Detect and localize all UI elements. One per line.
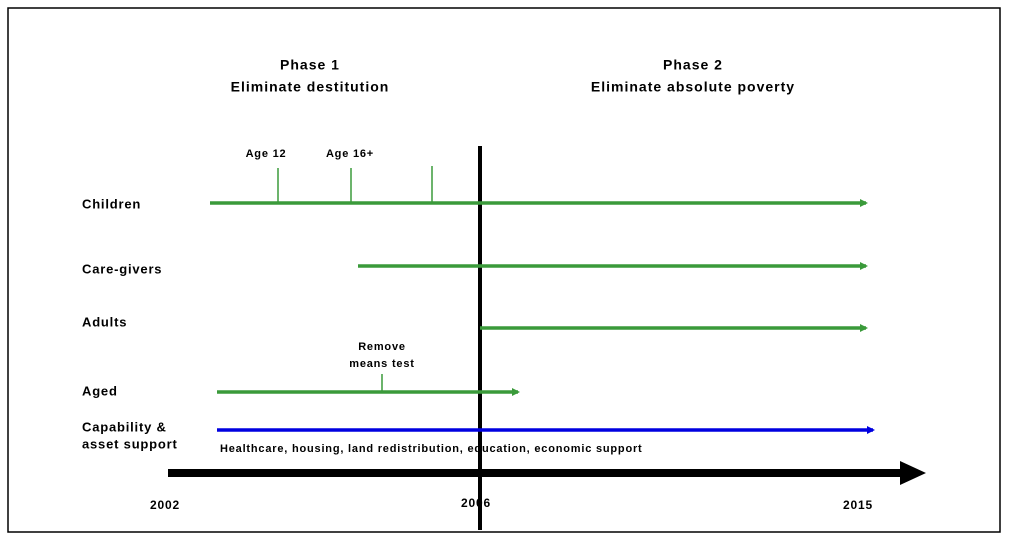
row-label: Adults — [82, 314, 127, 329]
ticks — [277, 166, 433, 392]
year: 2015 — [843, 498, 873, 512]
annotation: Age 16+ — [326, 148, 374, 160]
phase-title: Phase 2 — [663, 57, 723, 73]
row-label: Care-givers — [82, 261, 162, 276]
row-label: Children — [82, 196, 141, 211]
annotation: means test — [349, 358, 414, 370]
phase-title: Phase 1 — [280, 57, 340, 73]
row-label: Capability & — [82, 419, 167, 434]
annotation: Age 12 — [246, 148, 287, 160]
year: 2006 — [461, 496, 491, 510]
timeline-head — [900, 461, 926, 485]
frame — [7, 7, 1001, 533]
phase-subtitle: Eliminate absolute poverty — [591, 79, 795, 95]
row-label: Aged — [82, 383, 118, 398]
arrows — [210, 199, 868, 396]
year: 2002 — [150, 498, 180, 512]
phase-subtitle: Eliminate destitution — [231, 79, 390, 95]
annotation: Remove — [358, 341, 406, 353]
row-label: asset support — [82, 436, 178, 451]
annotation: Healthcare, housing, land redistribution… — [220, 443, 643, 455]
